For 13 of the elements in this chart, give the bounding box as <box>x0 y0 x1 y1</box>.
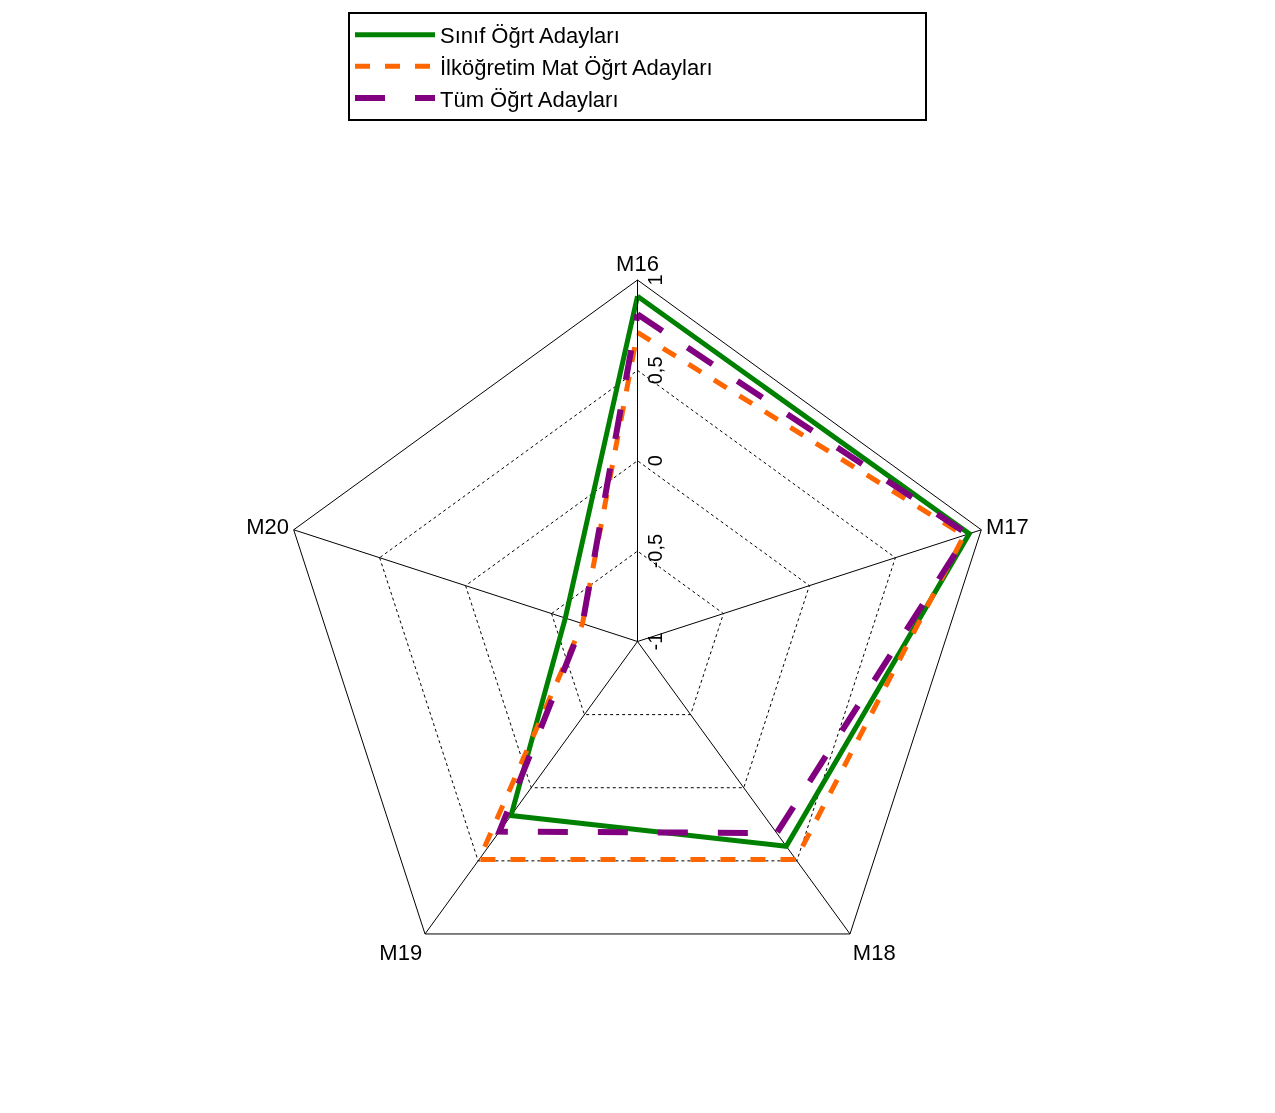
legend-label: Sınıf Öğrt Adayları <box>440 23 620 49</box>
spoke-label: M20 <box>246 514 290 540</box>
y-tick-label: -0,5 <box>644 533 666 569</box>
y-tick-label: -1 <box>644 632 666 651</box>
y-tick-label: 1 <box>644 274 666 286</box>
spoke-label: M18 <box>852 940 896 966</box>
y-tick-label: 0 <box>644 455 666 467</box>
spoke-label: M19 <box>379 940 423 966</box>
y-tick-label: 0,5 <box>644 356 666 385</box>
spoke-label: M17 <box>985 514 1029 540</box>
legend-label: Tüm Öğrt Adayları <box>440 86 619 112</box>
spoke-label: M16 <box>616 250 659 276</box>
legend-label: İlköğretim Mat Öğrt Adayları <box>440 54 713 80</box>
